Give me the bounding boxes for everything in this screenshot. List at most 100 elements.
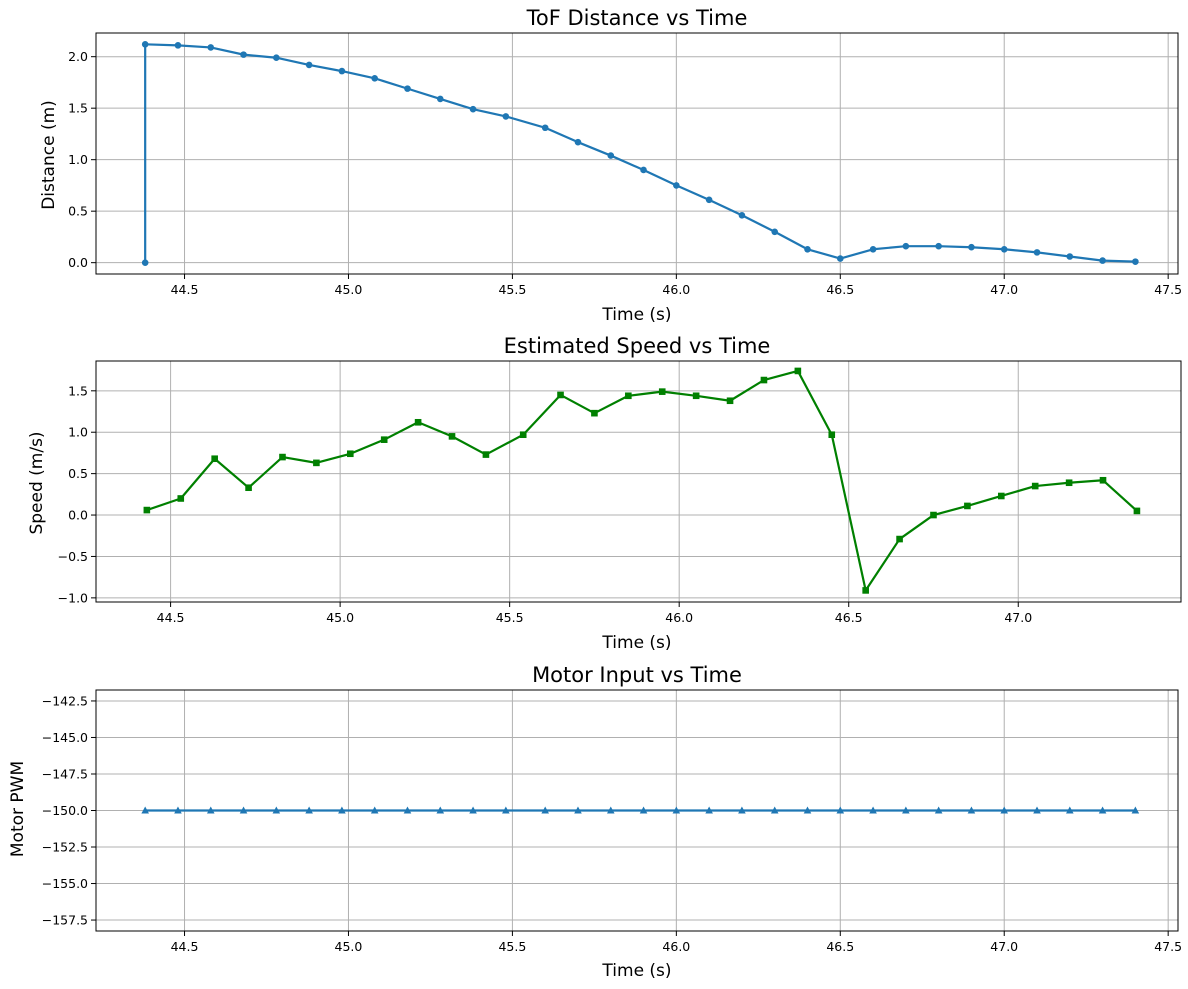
data-point <box>625 392 632 400</box>
data-point <box>1098 806 1107 814</box>
data-point <box>338 806 346 814</box>
data-point <box>1131 806 1140 814</box>
data-point <box>935 242 942 250</box>
data-point <box>574 138 582 146</box>
data-point <box>1132 258 1139 265</box>
data-point <box>1133 507 1141 515</box>
x-axis-label: Time (s) <box>601 305 671 325</box>
x-tick-label: 45.0 <box>335 282 363 297</box>
x-tick-label: 46.0 <box>662 939 690 954</box>
y-tick-label: 1.0 <box>68 152 88 167</box>
y-tick-label: −155.0 <box>42 876 88 891</box>
data-point <box>346 450 354 458</box>
data-point <box>240 51 247 58</box>
data-point <box>380 436 388 443</box>
data-point <box>836 255 844 262</box>
chart-title: Estimated Speed vs Time <box>504 334 771 358</box>
data-point <box>726 397 734 405</box>
data-point <box>273 54 280 62</box>
data-point <box>141 41 149 48</box>
data-point <box>206 806 215 814</box>
data-point <box>141 259 149 266</box>
data-point <box>705 196 713 204</box>
y-tick-label: −142.5 <box>42 693 88 708</box>
data-point <box>403 806 412 814</box>
data-point <box>869 806 877 814</box>
series-line <box>144 43 1136 263</box>
x-tick-label: 47.5 <box>1154 939 1182 954</box>
data-point <box>770 806 779 814</box>
x-tick-label: 45.0 <box>326 610 354 625</box>
data-point <box>804 245 811 253</box>
y-tick-label: −150.0 <box>42 803 88 818</box>
data-point <box>1066 253 1074 260</box>
data-point <box>672 806 681 814</box>
y-tick-label: 0.5 <box>68 204 88 219</box>
data-point <box>482 451 490 458</box>
data-point <box>930 511 937 519</box>
data-point <box>1000 806 1009 814</box>
data-point <box>692 392 700 400</box>
data-point <box>964 502 971 510</box>
x-tick-label: 47.0 <box>990 282 1018 297</box>
data-point <box>639 806 648 814</box>
y-tick-label: −152.5 <box>42 840 88 855</box>
data-point <box>1099 476 1107 484</box>
x-tick-label: 45.5 <box>496 610 524 625</box>
x-tick-label: 45.5 <box>498 282 526 297</box>
y-tick-label: 2.0 <box>68 49 88 64</box>
data-point <box>272 806 281 814</box>
data-point <box>239 806 248 814</box>
data-point <box>211 455 218 463</box>
data-point <box>1000 245 1008 253</box>
data-point <box>934 806 943 814</box>
data-point <box>469 806 477 814</box>
data-point <box>705 806 713 814</box>
data-point <box>902 806 910 814</box>
data-point <box>794 367 802 375</box>
y-tick-label: 0.0 <box>68 255 88 270</box>
chart-title: Motor Input vs Time <box>532 663 742 687</box>
data-point <box>174 42 182 49</box>
data-point <box>869 245 877 253</box>
data-point <box>502 806 510 814</box>
data-point <box>640 166 647 174</box>
y-tick-label: 1.5 <box>68 383 88 398</box>
data-point <box>404 85 411 92</box>
data-point <box>370 806 379 814</box>
data-point <box>771 228 779 236</box>
data-point <box>541 124 549 132</box>
data-point <box>1066 806 1074 814</box>
y-tick-label: −157.5 <box>42 913 88 928</box>
data-point <box>338 67 346 75</box>
data-point <box>1065 479 1073 487</box>
y-tick-label: −145.0 <box>42 730 88 745</box>
data-point <box>279 453 286 461</box>
data-point <box>862 587 869 594</box>
y-tick-label: −0.5 <box>58 549 88 564</box>
data-point <box>997 492 1005 500</box>
data-point <box>177 495 185 502</box>
x-tick-label: 46.0 <box>665 610 693 625</box>
data-point <box>828 431 836 439</box>
data-point <box>1099 257 1106 264</box>
y-axis-label: Speed (m/s) <box>27 431 47 534</box>
x-tick-label: 45.0 <box>335 939 363 954</box>
data-point <box>1033 249 1041 256</box>
data-point <box>245 484 252 492</box>
x-tick-label: 46.5 <box>835 610 863 625</box>
data-point <box>371 75 378 82</box>
data-point <box>1031 482 1039 490</box>
y-axis-label: Motor PWM <box>8 761 28 857</box>
data-point <box>436 806 445 814</box>
data-point <box>541 806 549 814</box>
data-point <box>519 431 527 439</box>
motor-chart: Motor Input vs Time Time (s) Motor PWM 4… <box>8 663 1182 981</box>
data-point <box>207 44 215 51</box>
data-point <box>896 535 903 543</box>
data-point <box>141 806 149 814</box>
data-point <box>1033 806 1041 814</box>
data-point <box>305 61 313 69</box>
data-point <box>902 242 910 250</box>
